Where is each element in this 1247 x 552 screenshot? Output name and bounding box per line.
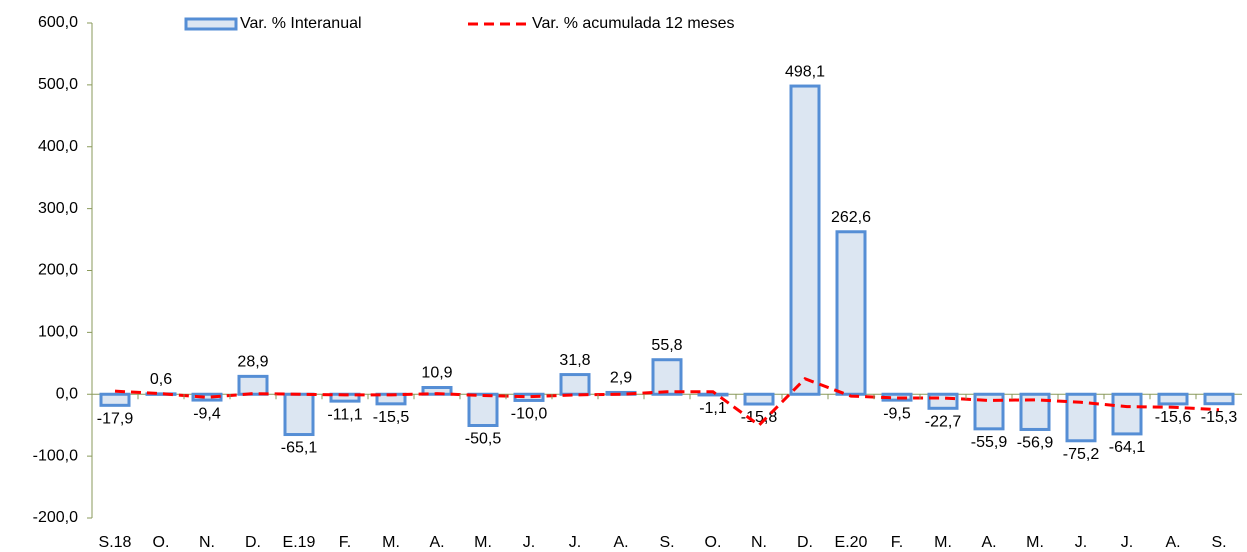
bar bbox=[743, 392, 775, 406]
value-label: -15,5 bbox=[373, 409, 410, 426]
bar bbox=[467, 392, 499, 427]
value-label: -64,1 bbox=[1109, 439, 1146, 456]
x-tick-label: O. bbox=[153, 534, 170, 551]
x-tick-label: M. bbox=[382, 534, 400, 551]
x-tick-label: S. bbox=[1211, 534, 1226, 551]
x-tick-label: A. bbox=[1165, 534, 1180, 551]
value-label: -1,1 bbox=[699, 400, 727, 417]
bar bbox=[927, 392, 959, 410]
value-label: -50,5 bbox=[465, 431, 502, 448]
bar bbox=[237, 374, 269, 396]
value-label: -9,4 bbox=[193, 405, 221, 422]
value-label: 28,9 bbox=[237, 354, 268, 371]
y-tick-label: 500,0 bbox=[38, 76, 78, 93]
y-tick-label: 100,0 bbox=[38, 324, 78, 341]
y-tick-label: -200,0 bbox=[33, 509, 78, 526]
bar bbox=[835, 230, 867, 396]
bar bbox=[789, 84, 821, 396]
value-label: -56,9 bbox=[1017, 435, 1054, 452]
value-label: 55,8 bbox=[651, 337, 682, 354]
bar bbox=[191, 392, 223, 402]
x-tick-label: E.19 bbox=[283, 534, 316, 551]
x-tick-label: D. bbox=[797, 534, 813, 551]
x-tick-label: M. bbox=[1026, 534, 1044, 551]
value-label: -10,0 bbox=[511, 406, 548, 423]
y-tick-label: 200,0 bbox=[38, 262, 78, 279]
y-tick-label: 0,0 bbox=[56, 385, 78, 402]
bar bbox=[697, 392, 729, 397]
x-tick-label: J. bbox=[569, 534, 581, 551]
value-label: -22,7 bbox=[925, 414, 962, 431]
value-label: -15,3 bbox=[1201, 409, 1238, 426]
value-label: 498,1 bbox=[785, 63, 825, 80]
y-tick-label: 300,0 bbox=[38, 200, 78, 217]
x-tick-label: M. bbox=[474, 534, 492, 551]
value-label: -55,9 bbox=[971, 434, 1008, 451]
legend-label: Var. % Interanual bbox=[240, 15, 362, 32]
y-tick-label: -100,0 bbox=[33, 447, 78, 464]
y-tick-label: 400,0 bbox=[38, 138, 78, 155]
value-label: 262,6 bbox=[831, 209, 871, 226]
x-tick-label: F. bbox=[339, 534, 351, 551]
value-label: -65,1 bbox=[281, 440, 318, 457]
x-tick-label: S.18 bbox=[99, 534, 132, 551]
x-tick-label: N. bbox=[199, 534, 215, 551]
value-label: 31,8 bbox=[559, 352, 590, 369]
x-tick-label: M. bbox=[934, 534, 952, 551]
value-label: -15,6 bbox=[1155, 409, 1192, 426]
x-tick-label: F. bbox=[891, 534, 903, 551]
value-label: 2,9 bbox=[610, 370, 632, 387]
value-label: -75,2 bbox=[1063, 446, 1100, 463]
value-label: -17,9 bbox=[97, 411, 134, 428]
bar bbox=[1157, 392, 1189, 406]
bar bbox=[559, 373, 591, 396]
line bbox=[114, 377, 1220, 428]
bar bbox=[1203, 392, 1235, 406]
x-tick-label: D. bbox=[245, 534, 261, 551]
legend-label: Var. % acumulada 12 meses bbox=[532, 15, 734, 32]
x-tick-label: A. bbox=[613, 534, 628, 551]
value-label: -11,1 bbox=[327, 406, 362, 423]
x-tick-label: S. bbox=[659, 534, 674, 551]
x-tick-label: J. bbox=[1075, 534, 1087, 551]
bar bbox=[651, 358, 683, 396]
x-tick-label: E.20 bbox=[835, 534, 868, 551]
value-label: 10,9 bbox=[421, 365, 452, 382]
value-label: -9,5 bbox=[883, 405, 911, 422]
x-tick-label: A. bbox=[981, 534, 996, 551]
x-tick-label: N. bbox=[751, 534, 767, 551]
value-label: -15,8 bbox=[741, 409, 778, 426]
bar bbox=[1111, 392, 1143, 436]
bar bbox=[283, 392, 315, 437]
legend-swatch bbox=[184, 17, 238, 31]
x-tick-label: A. bbox=[429, 534, 444, 551]
x-tick-label: J. bbox=[1121, 534, 1133, 551]
value-label: 0,6 bbox=[150, 371, 172, 388]
bar bbox=[99, 392, 131, 407]
x-tick-label: O. bbox=[705, 534, 722, 551]
y-tick-label: 600,0 bbox=[38, 14, 78, 31]
x-tick-label: J. bbox=[523, 534, 535, 551]
